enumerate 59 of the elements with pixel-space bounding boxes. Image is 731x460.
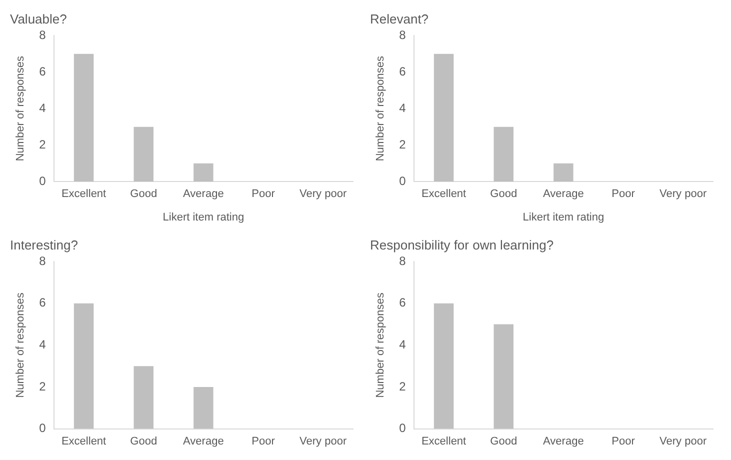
- x-tick-label: Average: [543, 188, 584, 200]
- x-tick-label: Very poor: [660, 188, 707, 200]
- bar: [554, 163, 574, 182]
- y-tick-label: 8: [399, 28, 406, 42]
- y-tick-label: 8: [39, 28, 46, 42]
- bar: [74, 54, 94, 182]
- x-tick-label: Poor: [252, 188, 276, 200]
- y-axis-title: Number of responses: [374, 292, 387, 398]
- bar: [134, 126, 154, 182]
- x-tick-label: Good: [490, 435, 518, 448]
- bar: [74, 303, 94, 429]
- y-tick-label: 6: [399, 296, 406, 310]
- x-axis-title: Likert item rating: [522, 211, 604, 224]
- y-tick-label: 8: [399, 254, 406, 268]
- x-tick-label: Average: [183, 435, 224, 448]
- chart-title: Responsibility for own learning?: [370, 237, 554, 252]
- y-tick-label: 4: [399, 100, 406, 115]
- x-tick-label: Excellent: [421, 188, 466, 200]
- y-tick-label: 6: [39, 296, 46, 310]
- x-tick-label: Very poor: [300, 435, 347, 448]
- y-tick-label: 2: [39, 137, 46, 152]
- bar: [194, 163, 214, 182]
- x-tick-label: Average: [183, 188, 224, 200]
- y-tick-label: 2: [399, 137, 406, 152]
- y-axis-title: Number of responses: [14, 56, 27, 162]
- chart-title: Relevant?: [370, 11, 429, 26]
- x-tick-label: Poor: [612, 435, 636, 448]
- bar: [134, 366, 154, 429]
- chart-title: Interesting?: [10, 237, 78, 252]
- x-tick-label: Very poor: [300, 188, 347, 200]
- y-axis-title: Number of responses: [374, 56, 387, 162]
- x-tick-label: Good: [490, 188, 518, 200]
- y-tick-label: 0: [39, 421, 46, 436]
- bar: [434, 54, 454, 182]
- y-tick-label: 4: [39, 100, 46, 115]
- chart-title: Valuable?: [10, 11, 67, 26]
- bar: [494, 126, 514, 182]
- x-tick-label: Excellent: [61, 188, 106, 200]
- y-tick-label: 6: [399, 64, 406, 78]
- y-tick-label: 4: [39, 338, 46, 352]
- y-tick-label: 0: [399, 174, 406, 188]
- x-tick-label: Poor: [252, 435, 276, 448]
- y-tick-label: 0: [399, 421, 406, 436]
- x-tick-label: Good: [130, 435, 158, 448]
- bar: [194, 387, 214, 429]
- x-tick-label: Excellent: [421, 435, 466, 448]
- y-axis-title: Number of responses: [14, 292, 27, 398]
- y-tick-label: 6: [39, 64, 46, 78]
- y-tick-label: 4: [399, 338, 406, 352]
- y-tick-label: 8: [39, 254, 46, 268]
- x-axis-title: Likert item rating: [162, 211, 244, 224]
- x-tick-label: Good: [130, 188, 158, 200]
- x-tick-label: Excellent: [61, 435, 106, 448]
- x-tick-label: Average: [543, 435, 584, 448]
- x-tick-label: Poor: [612, 188, 636, 200]
- y-tick-label: 2: [399, 379, 406, 394]
- y-tick-label: 2: [39, 379, 46, 394]
- y-tick-label: 0: [39, 174, 46, 188]
- x-tick-label: Very poor: [660, 435, 707, 448]
